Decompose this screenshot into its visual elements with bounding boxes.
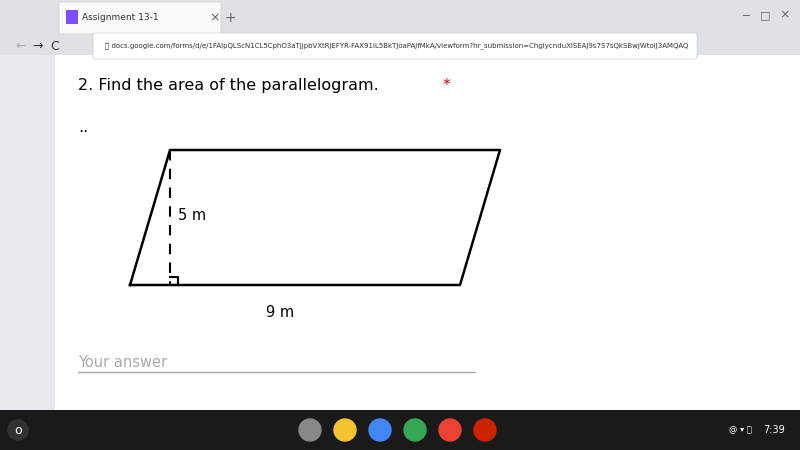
Circle shape: [369, 419, 391, 441]
Bar: [0, 410, 800, 450]
Circle shape: [8, 420, 28, 440]
Circle shape: [404, 419, 426, 441]
Text: o: o: [14, 423, 22, 436]
Text: ×: ×: [780, 9, 790, 22]
Text: →: →: [32, 40, 42, 53]
Bar: [0, 0, 800, 55]
Text: 5 m: 5 m: [178, 207, 206, 222]
Text: Assignment 13-1: Assignment 13-1: [82, 14, 158, 22]
Bar: [0, 55, 800, 410]
Text: □: □: [760, 10, 770, 20]
Circle shape: [334, 419, 356, 441]
Bar: [55, 55, 800, 410]
Text: ×: ×: [210, 12, 220, 24]
Text: @ ▾ 🔒: @ ▾ 🔒: [729, 426, 751, 435]
Text: Your answer: Your answer: [78, 355, 167, 370]
Text: 2. Find the area of the parallelogram.: 2. Find the area of the parallelogram.: [78, 78, 378, 93]
Text: 🔒 docs.google.com/forms/d/e/1FAIpQLScN1CL5CphO3aTjjpbVXtRJEFYR-FAX91iL5BkTJoaPAJ: 🔒 docs.google.com/forms/d/e/1FAIpQLScN1C…: [105, 43, 688, 50]
Text: ─: ─: [742, 10, 748, 20]
Text: *: *: [443, 78, 451, 93]
Text: ..: ..: [78, 120, 88, 135]
Bar: [66, 10, 78, 24]
FancyBboxPatch shape: [59, 2, 221, 34]
Text: +: +: [224, 11, 236, 25]
FancyBboxPatch shape: [93, 33, 697, 59]
Circle shape: [439, 419, 461, 441]
Text: 7:39: 7:39: [763, 425, 785, 435]
Circle shape: [474, 419, 496, 441]
Text: C: C: [50, 40, 58, 53]
Circle shape: [299, 419, 321, 441]
Text: 9 m: 9 m: [266, 305, 294, 320]
Text: ←: ←: [15, 40, 26, 53]
